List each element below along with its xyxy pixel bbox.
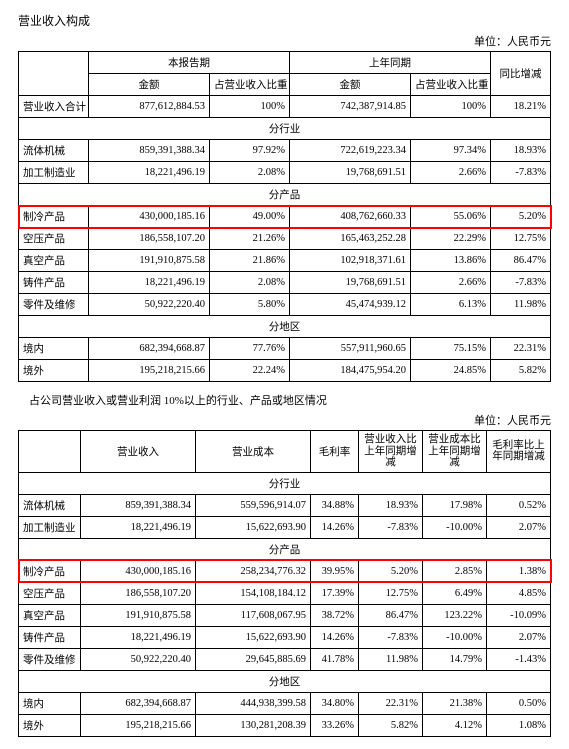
table-row: 加工制造业18,221,496.1915,622,693.9014.26%-7.…: [19, 516, 551, 538]
hdr-pct: 占营业收入比重: [210, 74, 290, 96]
hdr-yoy: 同比增减: [491, 52, 551, 96]
table-row: 制冷产品430,000,185.16258,234,776.3239.95%5.…: [19, 560, 551, 582]
table-row: 铸件产品18,221,496.192.08%19,768,691.512.66%…: [19, 272, 551, 294]
table1-title: 营业收入构成: [18, 12, 551, 29]
table-row: 真空产品191,910,875.5821.86%102,918,371.6113…: [19, 250, 551, 272]
table-row: 铸件产品18,221,496.1915,622,693.9014.26%-7.8…: [19, 626, 551, 648]
hdr-gp: 毛利率: [311, 431, 359, 473]
table2-unit: 单位：人民币元: [18, 412, 551, 428]
hdr-rev-yoy: 营业收入比上年同期增减: [359, 431, 423, 473]
hdr-amount: 金额: [89, 74, 210, 96]
revenue-composition-table: 本报告期 上年同期 同比增减 金额 占营业收入比重 金额 占营业收入比重 营业收…: [18, 51, 551, 382]
sect-region: 分地区: [19, 670, 551, 692]
table-row: 境外195,218,215.66130,281,208.3933.26%5.82…: [19, 714, 551, 736]
total-row: 营业收入合计 877,612,884.53 100% 742,387,914.8…: [19, 96, 551, 118]
hdr-gp-yoy: 毛利率比上年同期增减: [487, 431, 551, 473]
table-row: 流体机械859,391,388.3497.92%722,619,223.3497…: [19, 140, 551, 162]
table-row: 境内682,394,668.87444,938,399.5834.80%22.3…: [19, 692, 551, 714]
table-row: 零件及维修50,922,220.4029,645,885.6941.78%11.…: [19, 648, 551, 670]
segment-detail-table: 营业收入 营业成本 毛利率 营业收入比上年同期增减 营业成本比上年同期增减 毛利…: [18, 430, 551, 737]
hdr-period: 本报告期: [89, 52, 290, 74]
hdr-pct: 占营业收入比重: [411, 74, 491, 96]
table-row: 加工制造业18,221,496.192.08%19,768,691.512.66…: [19, 162, 551, 184]
sect-industry: 分行业: [19, 472, 551, 494]
table1-unit: 单位：人民币元: [18, 33, 551, 49]
table-row: 流体机械859,391,388.34559,596,914.0734.88%18…: [19, 494, 551, 516]
table-row: 境内682,394,668.8777.76%557,911,960.6575.1…: [19, 338, 551, 360]
hdr-cost-yoy: 营业成本比上年同期增减: [423, 431, 487, 473]
hdr-prev: 上年同期: [290, 52, 491, 74]
table-row: 境外195,218,215.6622.24%184,475,954.2024.8…: [19, 360, 551, 382]
sect-region: 分地区: [19, 316, 551, 338]
hdr-cost: 营业成本: [196, 431, 311, 473]
table-row: 制冷产品430,000,185.1649.00%408,762,660.3355…: [19, 206, 551, 228]
hdr-rev: 营业收入: [81, 431, 196, 473]
caption2: 占公司营业收入或营业利润 10%以上的行业、产品或地区情况: [18, 392, 551, 408]
table-row: 空压产品186,558,107.20154,108,184.1217.39%12…: [19, 582, 551, 604]
hdr-amount: 金额: [290, 74, 411, 96]
table-row: 真空产品191,910,875.58117,608,067.9538.72%86…: [19, 604, 551, 626]
sect-product: 分产品: [19, 184, 551, 206]
table-row: 零件及维修50,922,220.405.80%45,474,939.126.13…: [19, 294, 551, 316]
table-row: 空压产品186,558,107.2021.26%165,463,252.2822…: [19, 228, 551, 250]
sect-industry: 分行业: [19, 118, 551, 140]
sect-product: 分产品: [19, 538, 551, 560]
